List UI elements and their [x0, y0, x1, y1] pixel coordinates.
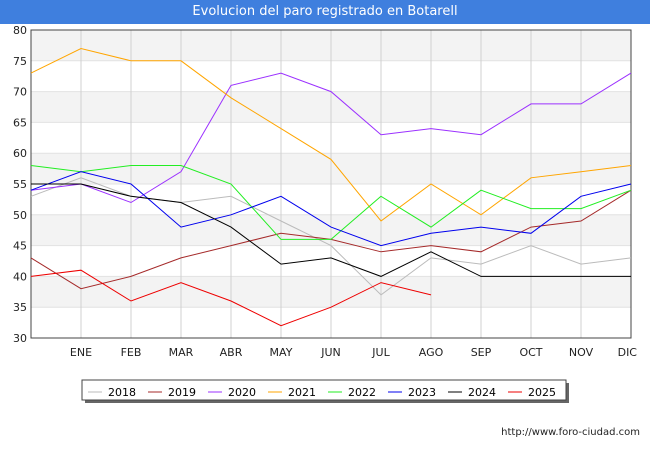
- y-tick-label: 75: [13, 55, 27, 68]
- y-tick-label: 70: [13, 86, 27, 99]
- legend-box: [81, 379, 567, 401]
- x-tick-label: NOV: [569, 346, 594, 359]
- legend-label-2025: 2025: [528, 386, 556, 399]
- legend-label-2018: 2018: [108, 386, 136, 399]
- vertical-gridlines: [80, 30, 582, 338]
- x-tick-label: OCT: [519, 346, 542, 359]
- x-tick-label: ENE: [70, 346, 92, 359]
- legend: 2018 2019 2020 2021 2022 2023 2024 2025: [81, 379, 569, 403]
- series-line-2025: [30, 269, 432, 327]
- chart-title: Evolucion del paro registrado en Botarel…: [0, 0, 650, 24]
- y-tick-label: 35: [13, 301, 27, 314]
- y-tick-label: 55: [13, 178, 27, 191]
- x-tick-label: MAY: [270, 346, 293, 359]
- x-tick-label: MAR: [169, 346, 194, 359]
- series-line-2024: [31, 183, 631, 277]
- x-tick-label: JUL: [371, 346, 390, 359]
- x-tick-label: ABR: [220, 346, 243, 359]
- x-axis-ticks: ENE FEB MAR ABR MAY JUN JUL AGO SEP OCT NOV DIC: [70, 346, 637, 359]
- legend-label-2019: 2019: [168, 386, 196, 399]
- x-tick-label: FEB: [121, 346, 142, 359]
- y-tick-label: 30: [13, 332, 27, 345]
- series-line-2021: [30, 47, 632, 222]
- y-axis-ticks: 30 35 40 45 50 55 60 65 70 75 80: [13, 24, 27, 345]
- x-tick-label: SEP: [471, 346, 492, 359]
- y-tick-label: 80: [13, 24, 27, 37]
- y-tick-label: 40: [13, 270, 27, 283]
- y-tick-label: 45: [13, 240, 27, 253]
- source-url[interactable]: http://www.foro-ciudad.com: [501, 427, 640, 438]
- series-lines: [30, 47, 632, 327]
- x-tick-label: JUN: [320, 346, 341, 359]
- series-line-2020: [30, 72, 632, 204]
- series-line-2022: [30, 165, 632, 240]
- y-tick-label: 65: [13, 116, 27, 129]
- legend-label-2021: 2021: [288, 386, 316, 399]
- legend-label-2024: 2024: [468, 386, 496, 399]
- x-tick-label: DIC: [618, 346, 638, 359]
- x-tick-label: AGO: [419, 346, 444, 359]
- legend-label-2023: 2023: [408, 386, 436, 399]
- y-tick-label: 50: [13, 209, 27, 222]
- y-tick-label: 60: [13, 147, 27, 160]
- legend-label-2022: 2022: [348, 386, 376, 399]
- legend-label-2020: 2020: [228, 386, 256, 399]
- series-line-2023: [30, 171, 632, 247]
